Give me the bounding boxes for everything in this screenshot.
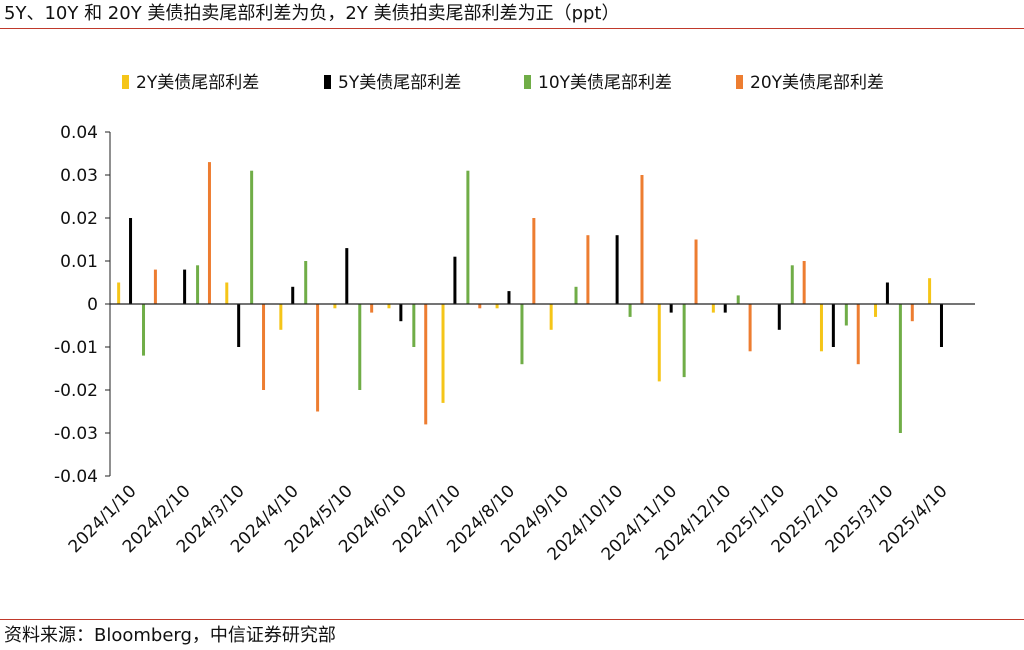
bar-series-3 — [898, 304, 902, 433]
bar-series-3 — [574, 286, 578, 304]
bar-series-3 — [520, 304, 524, 365]
bar-series-1 — [495, 304, 499, 309]
bar-series-2 — [939, 304, 943, 347]
bar-series-3 — [466, 170, 470, 304]
bar-series-4 — [856, 304, 860, 365]
bar-series-3 — [412, 304, 416, 347]
chart-title: 5Y、10Y 和 20Y 美债拍卖尾部利差为负，2Y 美债拍卖尾部利差为正（pp… — [4, 3, 620, 24]
bar-series-3 — [682, 304, 686, 378]
bar-series-1 — [225, 282, 229, 304]
source-note: 资料来源：Bloomberg，中信证券研究部 — [4, 625, 336, 646]
bar-series-4 — [153, 269, 157, 304]
bar-series-1 — [819, 304, 823, 352]
bar-series-2 — [129, 218, 133, 304]
bar-series-2 — [237, 304, 241, 347]
legend-label-1: 2Y美债尾部利差 — [136, 73, 259, 93]
bar-series-4 — [316, 304, 320, 412]
bar-series-1 — [441, 304, 445, 403]
y-tick-label: 0 — [87, 295, 98, 315]
bar-series-3 — [628, 304, 632, 317]
bar-series-2 — [831, 304, 835, 347]
bar-series-3 — [142, 304, 146, 356]
legend-swatch-1 — [122, 75, 129, 89]
bottom-divider — [0, 619, 1024, 620]
bar-series-2 — [777, 304, 781, 330]
bar-series-1 — [279, 304, 283, 330]
legend-label-4: 20Y美债尾部利差 — [750, 73, 884, 93]
y-tick-label: 0.02 — [60, 209, 98, 229]
bar-series-2 — [507, 291, 511, 304]
bar-series-2 — [345, 248, 349, 304]
bar-series-1 — [711, 304, 715, 313]
bar-series-4 — [586, 235, 590, 304]
y-axis: 0.04 0.03 0.02 0.01 0 -0.01 -0.02 -0.03 -0.04 — [54, 123, 111, 487]
bar-series-3 — [250, 170, 254, 304]
bar-series-4 — [748, 304, 752, 352]
bar-series-1 — [928, 278, 932, 304]
bar-series-4 — [478, 304, 482, 309]
bar-series-1 — [387, 304, 391, 309]
bar-series-2 — [399, 304, 403, 322]
bar-chart: 2Y美债尾部利差 5Y美债尾部利差 10Y美债尾部利差 20Y美债尾部利差 0.040… — [54, 73, 975, 565]
bar-series-1 — [874, 304, 878, 317]
bar-series-3 — [196, 265, 200, 304]
bar-series-2 — [723, 304, 727, 313]
bar-series-1 — [549, 304, 553, 330]
legend: 2Y美债尾部利差 5Y美债尾部利差 10Y美债尾部利差 20Y美债尾部利差 — [122, 73, 884, 93]
y-tick-label: 0.04 — [60, 123, 98, 143]
bar-series-1 — [657, 304, 661, 382]
x-axis: 2024/1/102024/2/102024/3/102024/4/102024… — [65, 303, 975, 565]
legend-swatch-3 — [524, 75, 531, 89]
legend-label-3: 10Y美债尾部利差 — [538, 73, 672, 93]
bar-series-4 — [370, 304, 374, 313]
bar-series-1 — [117, 282, 121, 304]
y-tick-label: -0.02 — [54, 381, 98, 401]
bar-series-2 — [669, 304, 673, 313]
bar-series-3 — [844, 304, 848, 326]
bar-series-4 — [910, 304, 914, 322]
bar-series-3 — [358, 304, 362, 390]
y-tick-label: 0.03 — [60, 166, 98, 186]
bar-series-4 — [424, 304, 428, 425]
y-tick-label: 0.01 — [60, 252, 98, 272]
y-tick-label: -0.01 — [54, 338, 98, 358]
bar-series-3 — [736, 295, 740, 304]
legend-swatch-2 — [324, 75, 331, 89]
bar-series-1 — [333, 304, 337, 309]
bar-series-2 — [615, 235, 619, 304]
legend-swatch-4 — [736, 75, 743, 89]
bar-series-2 — [885, 282, 889, 304]
bar-series-2 — [453, 256, 457, 304]
bar-series-2 — [183, 269, 187, 304]
bar-series-4 — [262, 304, 266, 390]
bar-series-4 — [694, 239, 698, 304]
bar-series-3 — [304, 261, 308, 304]
legend-label-2: 5Y美债尾部利差 — [338, 73, 461, 93]
bar-series-4 — [640, 175, 644, 304]
y-tick-label: -0.04 — [54, 467, 98, 487]
bar-series-4 — [207, 162, 211, 304]
bar-series-4 — [532, 218, 536, 304]
bar-series-2 — [291, 286, 295, 304]
bars — [117, 162, 943, 433]
bar-series-3 — [790, 265, 794, 304]
top-divider — [0, 28, 1024, 29]
bar-series-4 — [802, 261, 806, 304]
y-tick-label: -0.03 — [54, 424, 98, 444]
